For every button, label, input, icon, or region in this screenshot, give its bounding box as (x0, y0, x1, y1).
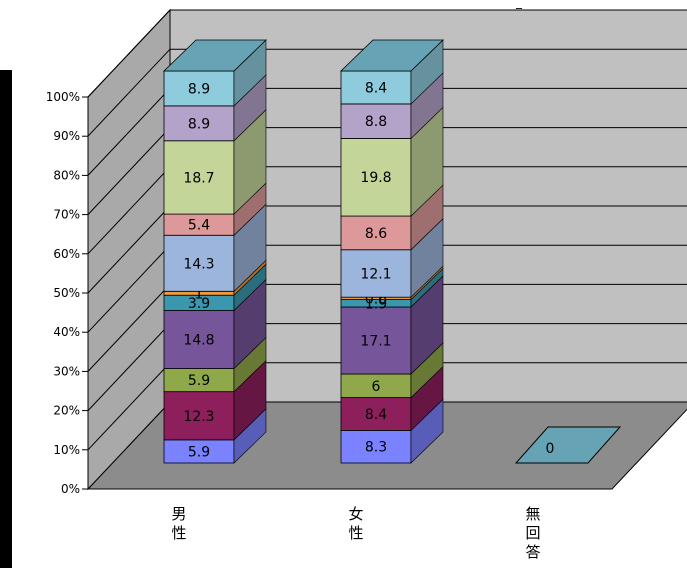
bar-segment (163, 105, 235, 142)
data-label: 8.6 (365, 226, 387, 242)
data-label: 8.9 (188, 116, 210, 132)
data-label: 19.8 (360, 170, 391, 186)
data-label: 14.3 (183, 256, 214, 272)
bar-segment (163, 234, 235, 292)
data-label: 5.9 (188, 444, 210, 460)
bar-segment (163, 140, 235, 215)
bar-segment (163, 391, 235, 441)
truncated-header: _ (515, 0, 523, 9)
y-tick-label: 50% (53, 286, 80, 300)
data-label: 5.4 (188, 218, 210, 234)
data-label: 0 (546, 441, 555, 457)
data-label: 6 (372, 379, 381, 395)
category-label: 性 (348, 524, 363, 542)
category-label: 性 (171, 524, 186, 542)
gridline (87, 9, 687, 98)
bar-segment (163, 70, 235, 107)
plot-area: 5.9 12.3 5.9 14.8 3.91 14.3 5.4 18.7 8.9 8.9 8.3 8.… (163, 39, 622, 464)
data-label: 12.1 (360, 266, 391, 282)
left-edge-bar (0, 70, 12, 568)
gridline (87, 48, 687, 137)
y-axis: 0% 10% 20% 30% 40% 50% 60% 70% 80% 90% 100% (46, 90, 612, 496)
y-tick-label: 70% (53, 208, 80, 222)
y-tick-label: 80% (53, 168, 80, 182)
bar-segment (340, 70, 412, 105)
data-label: 8.4 (365, 407, 387, 423)
data-label: 8.8 (365, 114, 387, 130)
data-label: 8.3 (365, 440, 387, 456)
data-label: 8.9 (188, 81, 210, 97)
bar-top-cap (340, 39, 444, 72)
data-label: 18.7 (183, 170, 214, 186)
category-label: 男 (171, 505, 186, 523)
data-label: 17.1 (360, 334, 391, 350)
y-tick-label: 100% (46, 90, 80, 104)
category-label: 無 (525, 505, 540, 523)
data-label: 14.8 (183, 333, 214, 349)
y-tick-label: 40% (53, 325, 80, 339)
bar-segment (340, 138, 412, 217)
y-tick-label: 60% (53, 247, 80, 261)
zero-marker (514, 426, 622, 464)
bar-segment (340, 430, 412, 464)
bar-top-cap (163, 39, 267, 72)
y-tick-label: 90% (53, 129, 80, 143)
bar-segment (340, 397, 412, 431)
data-label: 12.3 (183, 409, 214, 425)
data-label: 5.9 (188, 373, 210, 389)
y-tick-label: 0% (61, 482, 80, 496)
y-tick-label: 20% (53, 404, 80, 418)
category-label: 女 (348, 505, 363, 523)
data-label: 1.9 (365, 296, 387, 312)
data-label: 3.9 (188, 296, 210, 312)
category-label: 回 (525, 524, 540, 542)
y-tick-label: 10% (53, 443, 80, 457)
data-label: 1 (195, 286, 204, 302)
y-tick-label: 30% (53, 364, 80, 378)
category-label: 答 (525, 543, 540, 561)
data-label: 8.4 (365, 80, 387, 96)
